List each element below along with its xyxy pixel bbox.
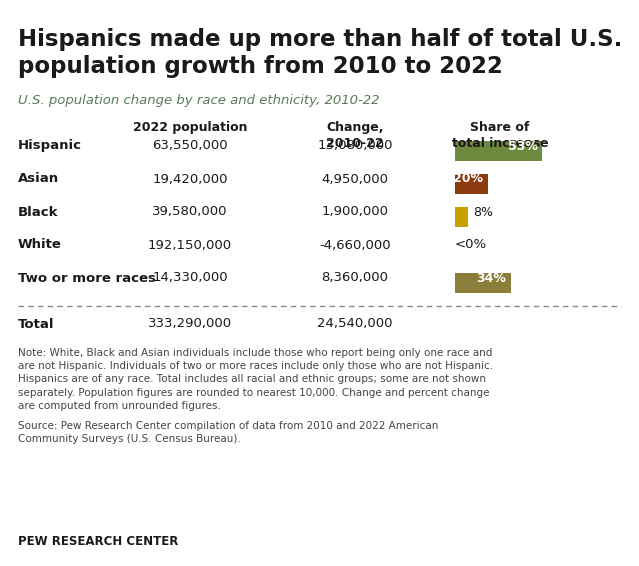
Text: Total: Total [18,318,54,331]
Text: 1,900,000: 1,900,000 [321,205,389,218]
Text: 4,950,000: 4,950,000 [321,173,389,186]
Text: Change,
2010-22: Change, 2010-22 [326,121,384,150]
Text: White: White [18,238,62,251]
Text: 8,360,000: 8,360,000 [321,272,389,285]
Text: 2022 population: 2022 population [133,121,247,134]
Text: <0%: <0% [455,238,487,251]
Text: U.S. population change by race and ethnicity, 2010-22: U.S. population change by race and ethni… [18,94,380,107]
Text: Share of
total increase: Share of total increase [452,121,548,150]
Text: Asian: Asian [18,173,59,186]
Text: Hispanics made up more than half of total U.S.
population growth from 2010 to 20: Hispanics made up more than half of tota… [18,28,622,79]
Text: 34%: 34% [476,272,506,285]
Text: 39,580,000: 39,580,000 [152,205,227,218]
Text: Hispanic: Hispanic [18,139,82,152]
Text: Black: Black [18,205,59,218]
Text: -4,660,000: -4,660,000 [320,238,391,251]
Text: 63,550,000: 63,550,000 [152,139,228,152]
Text: PEW RESEARCH CENTER: PEW RESEARCH CENTER [18,535,178,548]
Text: 333,290,000: 333,290,000 [148,318,232,331]
Text: 19,420,000: 19,420,000 [152,173,227,186]
Text: 20%: 20% [453,173,483,186]
FancyBboxPatch shape [455,273,511,293]
Text: 14,330,000: 14,330,000 [152,272,228,285]
Text: Note: White, Black and Asian individuals include those who report being only one: Note: White, Black and Asian individuals… [18,348,493,411]
Text: 13,080,000: 13,080,000 [317,139,393,152]
Text: 8%: 8% [473,205,493,218]
Text: 24,540,000: 24,540,000 [317,318,393,331]
Text: Source: Pew Research Center compilation of data from 2010 and 2022 American
Comm: Source: Pew Research Center compilation … [18,421,438,444]
FancyBboxPatch shape [455,141,543,161]
FancyBboxPatch shape [455,174,488,194]
Text: 53%: 53% [507,139,537,152]
Text: Two or more races: Two or more races [18,272,156,285]
Text: 192,150,000: 192,150,000 [148,238,232,251]
FancyBboxPatch shape [455,207,468,227]
